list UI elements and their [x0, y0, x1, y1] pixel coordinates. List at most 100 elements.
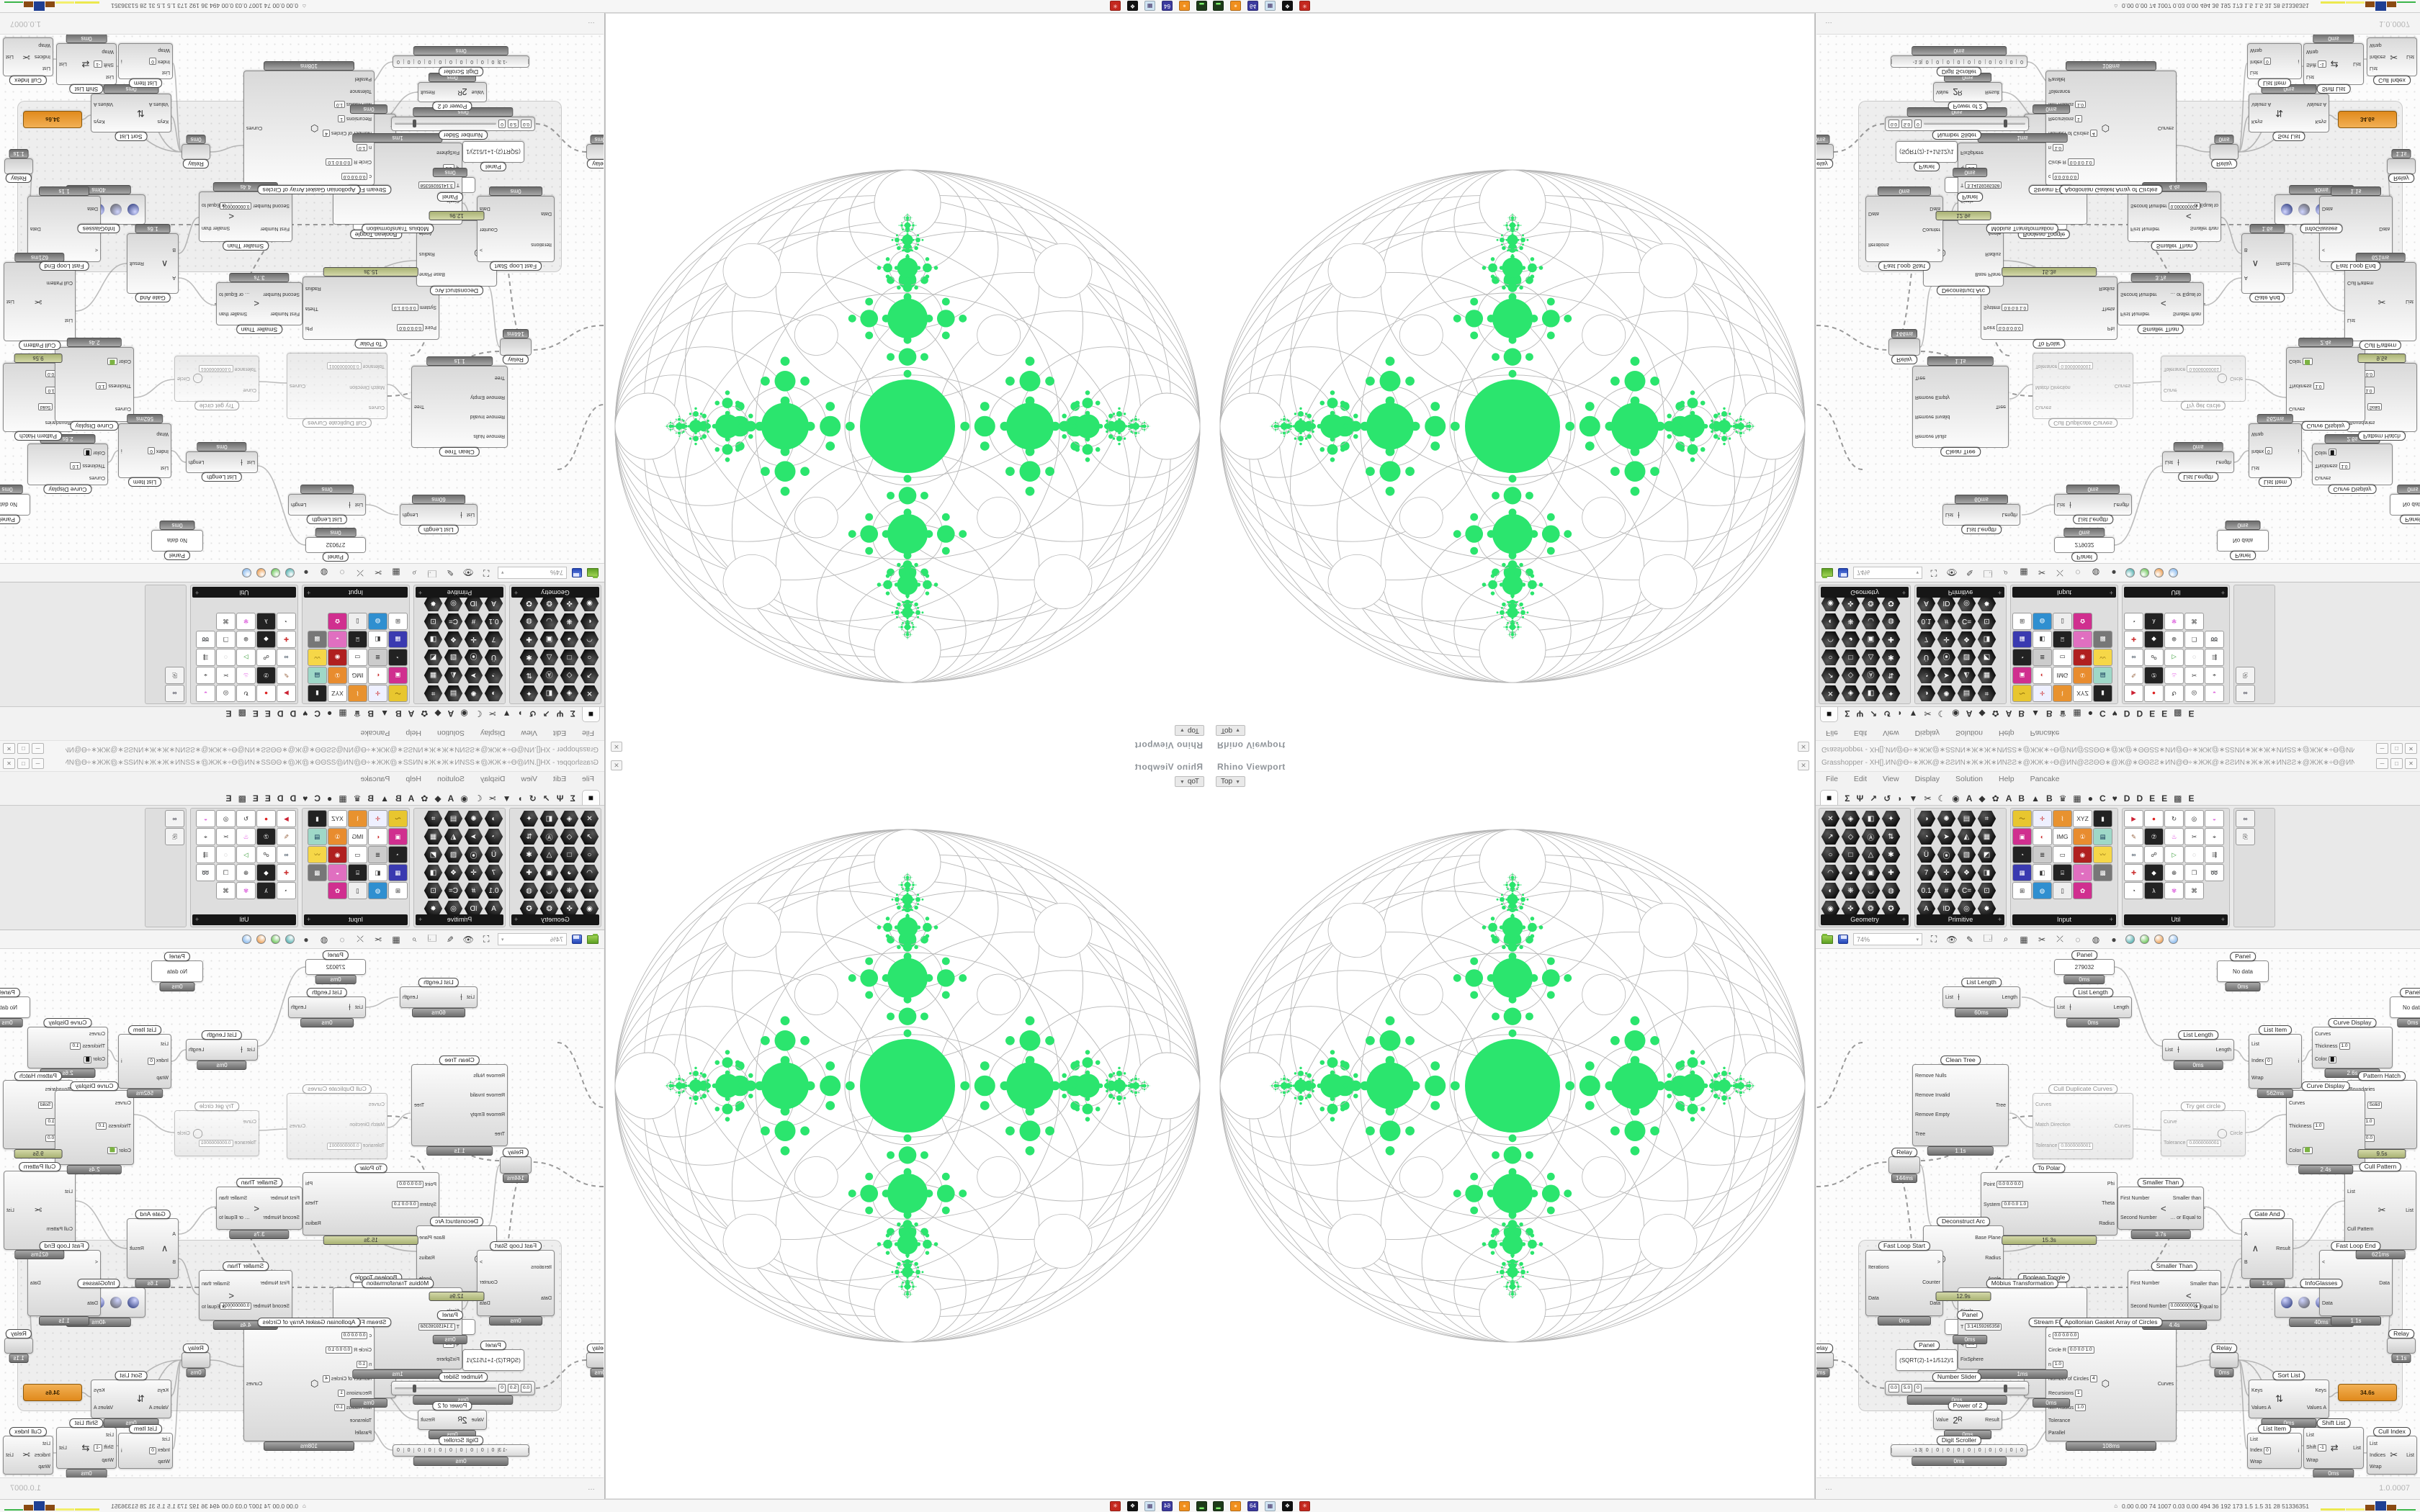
palette-component-icon[interactable]: ✿	[328, 882, 347, 899]
palette-component-icon[interactable]: IMG	[2053, 667, 2072, 684]
tab-category-17[interactable]: ♛	[353, 708, 362, 719]
palette-component-icon[interactable]: ◎	[2184, 810, 2204, 827]
palette-component-icon[interactable]: ○	[580, 649, 599, 666]
tab-category-27[interactable]: E	[225, 793, 232, 804]
preview-mode-icon[interactable]	[256, 568, 266, 577]
palette-component-icon[interactable]: ✺	[1937, 685, 1956, 702]
palette-component-icon[interactable]: ◔	[2012, 846, 2032, 863]
tab-category-9[interactable]: ◉	[460, 708, 468, 719]
palette-component-icon[interactable]: ⦿	[464, 649, 483, 666]
terminal-icon[interactable]: ▂	[1196, 1, 1207, 12]
palette-component-icon[interactable]: ♨	[236, 828, 256, 845]
preview-mode-icon[interactable]	[2154, 935, 2164, 944]
palette-component-icon[interactable]: ●	[2144, 685, 2164, 702]
gh-node-cull-pattern[interactable]: List Cull Pattern ✂ List Cull Pattern 621ms	[2344, 253, 2416, 350]
palette-component-icon[interactable]: ◇	[560, 828, 579, 845]
tab-category-7[interactable]: ✂	[488, 793, 496, 804]
palette-component-icon[interactable]: ⌗	[424, 685, 443, 702]
tab-category-1[interactable]: Σ	[1845, 708, 1850, 719]
palette-component-icon[interactable]: λ	[256, 882, 276, 899]
palette-component-icon[interactable]: ◒	[196, 810, 215, 827]
toolbar-icon[interactable]: ●	[303, 934, 309, 945]
gh-node-number-slider[interactable]: 0.0 5.0 0 Number Slider 0ms	[1885, 107, 2029, 140]
tab-category-24[interactable]: E	[2149, 793, 2156, 804]
palette-component-icon[interactable]: ◉	[328, 649, 347, 666]
palette-component-icon[interactable]: ▣	[1861, 631, 1881, 648]
palette-component-icon[interactable]: □	[1841, 846, 1860, 863]
gh-node-list-item[interactable]: List Index 0 Wrap i List Item	[118, 1424, 173, 1469]
palette-component-icon[interactable]: ✚	[277, 631, 296, 648]
palette-component-icon[interactable]: ▤	[2093, 667, 2112, 684]
palette-component-icon[interactable]: ▦	[424, 828, 443, 845]
gh-node-list-length[interactable]: List ⟊ Length List Length 0ms	[186, 442, 258, 482]
palette-component-icon[interactable]: □	[1841, 649, 1860, 666]
palette-component-icon[interactable]: 7	[484, 631, 503, 648]
palette-component-icon[interactable]: ▦	[424, 667, 443, 684]
preview-mode-icon[interactable]	[242, 568, 251, 577]
palette-component-icon[interactable]: ◔	[277, 613, 296, 630]
palette-component-icon[interactable]: ▯	[348, 882, 367, 899]
toolbar-icon[interactable]: ✂	[2038, 567, 2046, 578]
palette-component-icon[interactable]: ≣	[2033, 846, 2052, 863]
palette-component-icon[interactable]: ◒	[2205, 685, 2224, 702]
palette-component-icon[interactable]: ◧	[539, 810, 559, 827]
palette-component-icon[interactable]: ✂	[2184, 828, 2204, 845]
gh-node-cull-index[interactable]: List Indices Wrap ✂ List Cull Index	[2367, 37, 2417, 85]
menu-item-view[interactable]: View	[521, 775, 537, 783]
palette-panel-label[interactable]: Primitive +	[416, 914, 503, 925]
menu-item-pancake[interactable]: Pancake	[2030, 729, 2060, 737]
palette-component-icon[interactable]: ✛	[2033, 685, 2052, 702]
palette-component-icon[interactable]: ⇅	[519, 667, 539, 684]
palette-component-icon[interactable]: ⊕	[2164, 631, 2184, 648]
tab-category-25[interactable]: E	[252, 708, 259, 719]
toolbar-icon[interactable]: ▦	[392, 934, 400, 945]
gh-node-gate-and[interactable]: A B ∧ Result Gate And 1.6s	[127, 1210, 179, 1288]
tab-category-27[interactable]: E	[2188, 793, 2195, 804]
palette-component-icon[interactable]: ✛	[1937, 864, 1956, 881]
gh-node-digit-scroller[interactable]: -1 3 0 0 0 0 0 0 0 0 0 0 Digit Scroller 0ms	[1891, 1436, 2027, 1466]
palette-component-icon[interactable]: ❖	[1957, 631, 1976, 648]
gh-node-fast-loop-start[interactable]: Iterations Data > Counter Data Fast Loop Star…	[477, 186, 555, 271]
gh-node-clean-tree[interactable]: Remove Nulls Remove Invalid Remove Empty Tr…	[1912, 1056, 2009, 1156]
menu-item-file[interactable]: File	[582, 775, 594, 783]
palette-component-icon[interactable]: ⎘	[165, 667, 184, 684]
tab-category-20[interactable]: C	[2099, 793, 2106, 804]
toolbar-icon[interactable]: 👁	[1946, 934, 1958, 945]
gh-node-list-item[interactable]: List Index 0 Wrap i List Item 562ms	[118, 1025, 171, 1098]
palette-component-icon[interactable]: ◔	[388, 649, 408, 666]
window-button[interactable]: ─	[2376, 758, 2388, 769]
palette-component-icon[interactable]: ▷	[236, 649, 256, 666]
palette-component-icon[interactable]: ✱	[1881, 846, 1901, 863]
tab-category-21[interactable]: ♥	[302, 793, 308, 804]
palette-component-icon[interactable]: ID	[1937, 900, 1956, 917]
palette-component-icon[interactable]: IMG	[2053, 828, 2072, 845]
preview-mode-icon[interactable]	[2169, 935, 2178, 944]
open-file-icon[interactable]	[1821, 933, 1833, 944]
gh-node-curve-display[interactable]: Curves Thickness 1.0 Color 🟩 Curve Display 2.4…	[55, 1081, 134, 1174]
palette-component-icon[interactable]: ❒	[2184, 631, 2204, 648]
palette-component-icon[interactable]: ▤	[1957, 685, 1976, 702]
tab-category-8[interactable]: ☾	[474, 793, 483, 804]
tab-category-16[interactable]: B	[367, 708, 375, 719]
palette-component-icon[interactable]: ◍	[519, 613, 539, 630]
palette-component-icon[interactable]: ▮	[308, 810, 327, 827]
gh-node-apollonian-gasket-array-of-circles[interactable]: c 0.0 0.0 0.0 Circle R 0.0 0.0 1.0 n 1.0 Numbe…	[243, 1318, 375, 1451]
menu-item-display[interactable]: Display	[480, 775, 506, 783]
toolbar-icon[interactable]: ◍	[2092, 934, 2100, 945]
tab-category-11[interactable]: ◆	[1978, 793, 1986, 804]
palette-component-icon[interactable]: ⌘	[2184, 882, 2204, 899]
tab-category-24[interactable]: E	[264, 708, 271, 719]
tab-category-15[interactable]: ▲	[2031, 793, 2040, 804]
gh-node-gate-and[interactable]: A B ∧ Result Gate And 1.6s	[2241, 224, 2293, 302]
palette-component-icon[interactable]: ◇	[560, 667, 579, 684]
tab-category-6[interactable]: ▼	[1909, 793, 1918, 804]
tab-category-11[interactable]: ◆	[434, 708, 442, 719]
tab-category-13[interactable]: A	[408, 708, 415, 719]
palette-component-icon[interactable]: ↗	[1821, 667, 1840, 684]
gh-node-list-item[interactable]: List Index 0 Wrap i List Item 562ms	[118, 414, 171, 487]
